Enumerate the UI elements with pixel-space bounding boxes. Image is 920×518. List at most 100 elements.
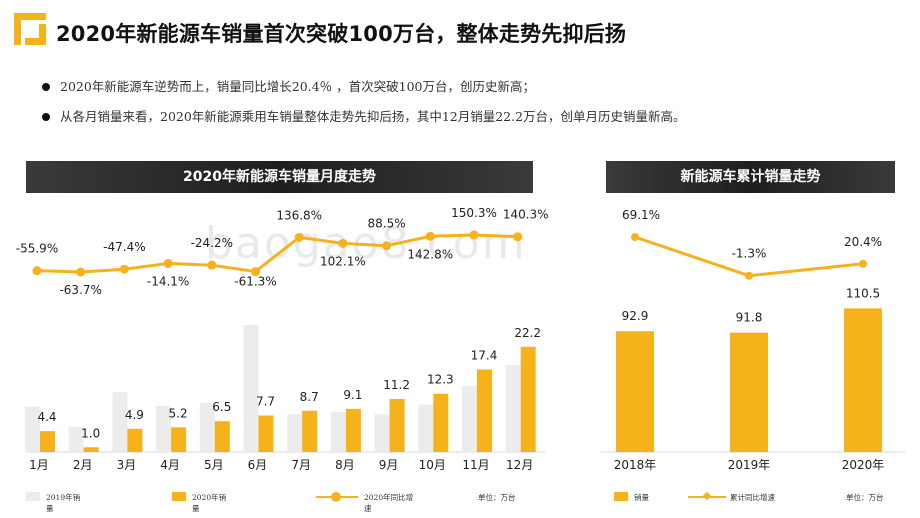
annual-growth-label-2018年: 69.1%	[622, 208, 660, 222]
annual-bar-2018年	[616, 331, 654, 452]
orange-corner-logo-icon	[14, 13, 46, 45]
annual-growth-label-2020年: 20.4%	[844, 235, 882, 249]
bar-2020-label-3: 4.9	[125, 408, 144, 422]
bar-2019-12	[505, 365, 521, 452]
annual-unit-note: 单位：万台	[846, 492, 906, 503]
monthly-unit-note: 单位：万台	[478, 492, 548, 503]
annual-tick-2018年: 2018年	[614, 458, 657, 472]
legend-swatch-2020	[172, 492, 186, 501]
month-tick-3: 3月	[117, 458, 137, 472]
bar-2020-label-8: 9.1	[343, 388, 362, 402]
annual-chart-title: 新能源车累计销量走势	[606, 161, 895, 193]
bar-2020-4	[171, 427, 187, 452]
legend-swatch-annual-sales	[614, 492, 628, 501]
monthly-unit-label: 单位：万台	[478, 493, 516, 502]
bar-2020-label-11: 17.4	[471, 349, 498, 363]
growth-point-12	[513, 232, 523, 242]
growth-label-11: 150.3%	[451, 206, 497, 220]
legend-label-annual-growth: 累计同比增速	[730, 493, 775, 502]
bar-2019-2	[68, 426, 84, 452]
bar-2019-7	[287, 414, 303, 452]
growth-label-12: 140.3%	[503, 208, 549, 222]
growth-point-2	[76, 267, 86, 277]
month-tick-2: 2月	[73, 458, 93, 472]
bar-2020-label-1: 4.4	[37, 410, 56, 424]
bar-2020-label-4: 5.2	[169, 406, 188, 420]
bar-2020-1	[40, 431, 55, 452]
legend-growth: 2020年同比增 速	[316, 492, 426, 514]
bar-2020-9	[389, 398, 405, 452]
bar-2019-6	[243, 324, 259, 452]
month-tick-5: 5月	[204, 458, 224, 472]
bar-2020-label-6: 7.7	[256, 395, 275, 409]
bar-2020-7	[302, 410, 318, 452]
summary-bullets: 2020年新能源车逆势而上，销量同比增长20.4％ ，首次突破100万台，创历史…	[40, 78, 686, 138]
month-tick-1: 1月	[29, 458, 49, 472]
annual-growth-point-2018年	[631, 232, 639, 241]
growth-line	[36, 233, 518, 274]
annual-growth-label-2019年: -1.3%	[732, 247, 767, 261]
growth-point-6	[251, 267, 260, 277]
annual-unit-label: 单位：万台	[846, 493, 884, 502]
growth-label-2: -63.7%	[59, 283, 101, 297]
annual-bar-2019年	[730, 332, 768, 452]
month-tick-11: 11月	[462, 458, 489, 472]
legend-label-annual-sales: 销量	[634, 493, 649, 502]
bar-2020-5	[214, 421, 230, 452]
bullet-item: 2020年新能源车逆势而上，销量同比增长20.4％ ，首次突破100万台，创历史…	[40, 78, 686, 108]
bar-2020-label-12: 22.2	[514, 326, 541, 340]
growth-label-7: 136.8%	[276, 208, 322, 222]
growth-label-8: 102.1%	[320, 254, 366, 268]
growth-point-10	[425, 231, 435, 241]
legend-label-2019: 2019年销 量	[46, 493, 81, 513]
annual-bar-label-2019年: 91.8	[736, 311, 763, 325]
annual-bar-label-2018年: 92.9	[622, 309, 649, 323]
bar-2020-label-5: 6.5	[212, 400, 231, 414]
bar-2020-3	[127, 428, 143, 452]
bar-2019-1	[25, 406, 40, 452]
annual-bar-2020年	[844, 308, 882, 452]
growth-label-9: 88.5%	[368, 217, 406, 231]
growth-point-1	[32, 266, 42, 276]
legend-label-2020: 2020年销 量	[192, 493, 227, 513]
growth-point-5	[207, 260, 217, 270]
bar-2020-8	[345, 408, 361, 452]
growth-point-3	[119, 264, 129, 274]
growth-label-3: -47.4%	[103, 240, 145, 254]
legend-swatch-2019	[26, 492, 40, 501]
bar-2020-label-2: 1.0	[81, 426, 100, 440]
growth-point-9	[382, 241, 392, 251]
bar-2019-10	[418, 404, 434, 452]
month-tick-12: 12月	[506, 458, 533, 472]
growth-point-11	[469, 230, 479, 240]
bar-2019-11	[462, 385, 477, 452]
bar-2020-11	[477, 369, 492, 452]
bar-2019-8	[330, 411, 346, 452]
bar-2020-label-7: 8.7	[300, 390, 319, 404]
month-tick-8: 8月	[335, 458, 355, 472]
bar-2019-3	[112, 392, 128, 452]
growth-label-5: -24.2%	[191, 236, 233, 250]
growth-label-6: -61.3%	[234, 275, 276, 289]
bar-2019-9	[374, 414, 390, 452]
month-tick-7: 7月	[291, 458, 311, 472]
growth-label-1: -55.9%	[16, 242, 58, 256]
growth-point-8	[338, 238, 348, 248]
bullet-item: 从各月销量来看，2020年新能源乘用车销量整体走势先抑后扬，其中12月销量22.…	[40, 108, 686, 138]
bar-2019-5	[199, 402, 215, 452]
growth-point-7	[294, 232, 304, 242]
bar-2020-label-9: 11.2	[383, 378, 410, 392]
bar-2020-2	[83, 447, 99, 452]
annual-bar-label-2020年: 110.5	[846, 286, 880, 300]
bar-2020-10	[433, 393, 449, 452]
month-tick-9: 9月	[379, 458, 399, 472]
legend-dot-growth	[331, 492, 341, 502]
growth-point-4	[163, 258, 173, 268]
legend-2020: 2020年销 量	[172, 492, 242, 514]
annual-growth-point-2019年	[745, 271, 753, 280]
annual-tick-2020年: 2020年	[842, 458, 885, 472]
legend-2019: 2019年销 量	[26, 492, 96, 514]
month-tick-10: 10月	[419, 458, 446, 472]
month-tick-6: 6月	[248, 458, 268, 472]
